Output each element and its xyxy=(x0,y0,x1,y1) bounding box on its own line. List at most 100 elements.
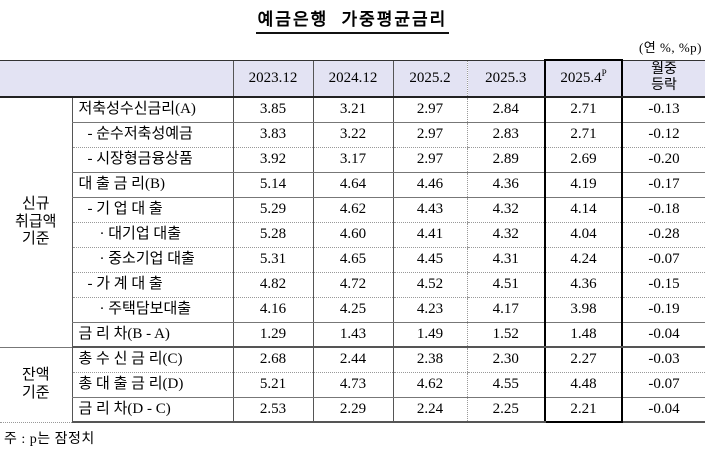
value-cell: 4.51 xyxy=(466,272,545,298)
table-row: · 대기업 대출 5.28 4.60 4.41 4.32 4.04 -0.28 xyxy=(0,222,705,248)
item-label: - 가 계 대 출 xyxy=(71,272,233,298)
rate-table: 2023.12 2024.12 2025.2 2025.3 2025.4P 월중… xyxy=(0,59,705,423)
value-cell: 4.55 xyxy=(466,372,545,398)
item-label: 금 리 차(D - C) xyxy=(71,397,233,423)
column-header-2023-12: 2023.12 xyxy=(232,59,313,98)
value-cell: 2.97 xyxy=(392,122,467,148)
value-cell: 4.62 xyxy=(392,372,467,398)
column-header-monthly-change: 월중 등락 xyxy=(622,59,705,98)
value-cell-highlight: 3.98 xyxy=(544,297,623,323)
value-cell: 3.92 xyxy=(232,147,313,173)
value-cell: -0.07 xyxy=(622,247,705,273)
item-label: 총 수 신 금 리(C) xyxy=(71,347,233,373)
value-cell: 4.32 xyxy=(466,197,545,223)
value-cell: 4.73 xyxy=(312,372,393,398)
value-cell: 3.17 xyxy=(312,147,393,173)
value-cell: 2.38 xyxy=(392,347,467,373)
value-cell: 3.85 xyxy=(232,97,313,123)
table-row: 금 리 차(D - C) 2.53 2.29 2.24 2.25 2.21 -0… xyxy=(0,397,705,423)
value-cell: 3.22 xyxy=(312,122,393,148)
value-cell: 4.60 xyxy=(312,222,393,248)
value-cell: 5.31 xyxy=(232,247,313,273)
column-header-label: 2025.4 xyxy=(560,69,602,86)
title-row: 예금은행 가중평균금리 xyxy=(0,5,705,34)
item-label: 저축성수신금리(A) xyxy=(71,97,233,123)
table-row: 신규 취급액 기준 저축성수신금리(A) 3.85 3.21 2.97 2.84… xyxy=(0,97,705,348)
value-cell: 2.97 xyxy=(392,97,467,123)
value-cell: 2.29 xyxy=(312,397,393,423)
value-cell: 4.17 xyxy=(466,297,545,323)
item-label: - 순수저축성예금 xyxy=(71,122,233,148)
value-cell: 4.16 xyxy=(232,297,313,323)
footnote: 주 : p는 잠정치 xyxy=(4,432,95,447)
table-row: - 가 계 대 출 4.82 4.72 4.52 4.51 4.36 -0.15 xyxy=(0,272,705,298)
item-label: 금 리 차(B - A) xyxy=(71,322,233,348)
group-label-line: 잔액 xyxy=(21,367,50,384)
table-row: 대 출 금 리(B) 5.14 4.64 4.46 4.36 4.19 -0.1… xyxy=(0,172,705,198)
value-cell: -0.19 xyxy=(622,297,705,323)
value-cell-highlight: 2.71 xyxy=(544,122,623,148)
table-row: 잔액 기준 총 수 신 금 리(C) 2.68 2.44 2.38 2.30 2… xyxy=(0,347,705,423)
value-cell: 4.25 xyxy=(312,297,393,323)
value-cell: 1.43 xyxy=(312,322,393,348)
value-cell: 4.41 xyxy=(392,222,467,248)
value-cell: 1.52 xyxy=(466,322,545,348)
value-cell-highlight: 2.21 xyxy=(544,397,623,423)
group-label-line: 기준 xyxy=(21,384,50,401)
table-row: - 순수저축성예금 3.83 3.22 2.97 2.83 2.71 -0.12 xyxy=(0,122,705,148)
value-cell-highlight: 4.48 xyxy=(544,372,623,398)
value-cell: 2.44 xyxy=(312,347,393,373)
group-label-line: 신규 xyxy=(21,196,50,213)
value-cell-highlight: 2.69 xyxy=(544,147,623,173)
value-cell: -0.03 xyxy=(622,347,705,373)
value-cell: 4.32 xyxy=(466,222,545,248)
column-header-line2: 등락 xyxy=(651,78,677,94)
value-cell: 2.53 xyxy=(232,397,313,423)
value-cell-highlight: 4.24 xyxy=(544,247,623,273)
value-cell-highlight: 1.48 xyxy=(544,322,623,348)
item-label: · 중소기업 대출 xyxy=(71,247,233,273)
value-cell-highlight: 4.14 xyxy=(544,197,623,223)
value-cell: 4.23 xyxy=(392,297,467,323)
value-cell: -0.18 xyxy=(622,197,705,223)
column-header-2024-12: 2024.12 xyxy=(312,59,393,98)
group-cell-new-transactions: 신규 취급액 기준 xyxy=(0,97,72,348)
column-header-2025-2: 2025.2 xyxy=(392,59,467,98)
value-cell: -0.12 xyxy=(622,122,705,148)
value-cell: 5.29 xyxy=(232,197,313,223)
column-header-line1: 월중 xyxy=(651,62,677,78)
value-cell: -0.20 xyxy=(622,147,705,173)
table-row: - 기 업 대 출 5.29 4.62 4.43 4.32 4.14 -0.18 xyxy=(0,197,705,223)
table-row: · 주택담보대출 4.16 4.25 4.23 4.17 3.98 -0.19 xyxy=(0,297,705,323)
value-cell: 3.21 xyxy=(312,97,393,123)
column-header-2025-4-provisional: 2025.4P xyxy=(544,59,623,98)
value-cell: 5.21 xyxy=(232,372,313,398)
provisional-superscript: P xyxy=(601,67,607,78)
value-cell: 5.28 xyxy=(232,222,313,248)
value-cell: 5.14 xyxy=(232,172,313,198)
value-cell: -0.17 xyxy=(622,172,705,198)
value-cell: 4.72 xyxy=(312,272,393,298)
value-cell: 4.46 xyxy=(392,172,467,198)
value-cell: 4.43 xyxy=(392,197,467,223)
value-cell: 2.83 xyxy=(466,122,545,148)
value-cell: -0.28 xyxy=(622,222,705,248)
value-cell-highlight: 2.71 xyxy=(544,97,623,123)
value-cell: 3.83 xyxy=(232,122,313,148)
value-cell: 2.30 xyxy=(466,347,545,373)
value-cell: 4.36 xyxy=(466,172,545,198)
value-cell: 4.65 xyxy=(312,247,393,273)
group-label-line: 기준 xyxy=(21,230,50,247)
value-cell: 4.64 xyxy=(312,172,393,198)
value-cell: 2.89 xyxy=(466,147,545,173)
page-title: 예금은행 가중평균금리 xyxy=(255,5,450,34)
table-row: - 시장형금융상품 3.92 3.17 2.97 2.89 2.69 -0.20 xyxy=(0,147,705,173)
value-cell: -0.04 xyxy=(622,397,705,423)
value-cell: 1.29 xyxy=(232,322,313,348)
value-cell: 4.62 xyxy=(312,197,393,223)
item-label: - 시장형금융상품 xyxy=(71,147,233,173)
value-cell-highlight: 4.04 xyxy=(544,222,623,248)
value-cell: 4.52 xyxy=(392,272,467,298)
value-cell: -0.13 xyxy=(622,97,705,123)
